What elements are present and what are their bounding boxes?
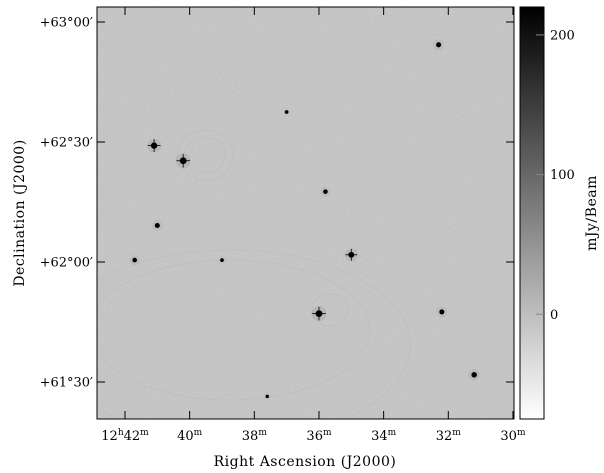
radio-source	[147, 138, 162, 153]
colorbar-ticks: 200 100 0	[536, 28, 575, 323]
radio-source	[175, 153, 191, 169]
colorbar-frame	[519, 6, 545, 420]
sky-image	[79, 7, 514, 419]
y-tick-label: +62°00′	[40, 256, 93, 271]
x-tick-label: 38m	[242, 428, 268, 444]
y-tick-label: +62°30′	[40, 136, 93, 151]
x-axis-label: Right Ascension (J2000)	[214, 454, 397, 470]
colorbar-gradient	[520, 7, 544, 419]
radio-source	[79, 279, 94, 294]
radio-source	[263, 392, 272, 401]
radio-source	[320, 186, 331, 197]
radio-source	[129, 255, 140, 266]
radio-source	[436, 306, 448, 318]
image-frame	[96, 6, 515, 420]
radio-source	[282, 107, 291, 117]
colorbar-label: mJy/Beam	[584, 175, 600, 251]
x-tick-label: 36m	[306, 428, 332, 444]
radio-sources	[79, 39, 481, 401]
radio-source	[217, 255, 227, 265]
radio-source	[151, 219, 163, 232]
x-tick-label: 34m	[371, 428, 397, 444]
radio-source	[311, 306, 327, 322]
y-axis-ticks: +63°00′ +62°30′ +62°00′ +61°30′	[40, 16, 514, 391]
image-noise	[97, 7, 514, 419]
y-tick-label: +63°00′	[40, 16, 93, 31]
colorbar-tick-label: 0	[550, 308, 558, 323]
radio-source	[433, 39, 445, 51]
x-tick-label: 32m	[436, 428, 462, 444]
colorbar-tick-label: 200	[550, 28, 575, 43]
y-tick-label: +61°30′	[40, 376, 93, 391]
x-tick-label: 30m	[500, 428, 526, 444]
y-axis-label: Declination (J2000)	[12, 139, 28, 286]
colorbar-tick-label: 100	[550, 168, 575, 183]
colorbar: 200 100 0 mJy/Beam	[519, 6, 600, 420]
ripple-rings	[97, 129, 411, 419]
radio-source	[468, 368, 481, 381]
radio-source	[344, 248, 358, 262]
x-tick-label: 12h42m	[101, 428, 149, 444]
x-tick-label: 40m	[177, 428, 203, 444]
x-axis-ticks: 12h42m 40m 38m 36m 34m 32m 30m	[101, 7, 526, 444]
